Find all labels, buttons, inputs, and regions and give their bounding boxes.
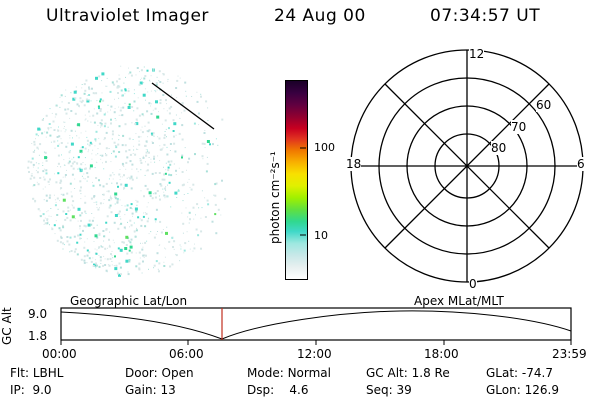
mlt-label-12: 12 [469,47,485,61]
glon-info: GLon: 126.9 [486,383,559,397]
time-label: 07:34:57 UT [430,6,541,26]
instrument-title: Ultraviolet Imager [46,6,209,26]
time-tick-1200: 12:00 [297,347,332,361]
colorbar-unit-label: photon cm⁻²s⁻¹ [268,151,282,244]
glat-value: -74.7 [521,366,553,380]
mlat-label-70: 70 [511,120,527,134]
uv-image-geographic [27,65,227,277]
polar-grid [350,49,584,283]
glat-info: GLat: -74.7 [486,366,553,380]
colorbar-tick-100: 100 [314,141,335,154]
altitude-curve [60,310,572,340]
time-tick-0000: 00:00 [42,347,77,361]
ip-value: 9.0 [32,383,52,397]
polar-diagonal-2 [384,83,550,249]
mlt-label-6: 6 [577,157,585,171]
dsp-info: Dsp: 4.6 [247,383,309,397]
colorbar-ticks [300,147,306,236]
filter-info: Flt: LBHL [10,366,64,380]
colorbar [285,80,308,280]
mode-value: Normal [287,366,331,380]
mlat-label-60: 60 [536,98,552,112]
sun-direction-line [151,82,215,130]
altitude-label-bottom: 1.8 [28,329,48,343]
altitude-plot-frame [60,307,572,341]
time-tick-2359: 23:59 [552,347,587,361]
dsp-value: 4.6 [289,383,309,397]
time-tick-0600: 06:00 [169,347,204,361]
apex-panel-title: Apex MLat/MLT [414,294,504,308]
altitude-axis-title: GC Alt [0,307,14,345]
door-info: Door: Open [125,366,194,380]
gain-value: 13 [160,383,176,397]
gc-alt-info: GC Alt: 1.8 Re [366,366,450,380]
date-label: 24 Aug 00 [274,6,366,26]
mlt-label-0: 0 [469,277,477,291]
uv-image-pixels [27,65,227,277]
geographic-panel-title: Geographic Lat/Lon [70,294,188,308]
seq-value: 39 [396,383,412,397]
glon-value: 126.9 [524,383,559,397]
mlat-label-80: 80 [491,141,507,155]
door-value: Open [161,366,194,380]
altitude-plot [60,307,572,345]
gain-info: Gain: 13 [125,383,176,397]
mode-info: Mode: Normal [247,366,331,380]
altitude-label-top: 9.0 [28,307,48,321]
gc-alt-value: 1.8 Re [411,366,450,380]
filter-value: LBHL [32,366,64,380]
mlt-label-18: 18 [346,157,362,171]
colorbar-tick-10: 10 [314,229,328,242]
seq-info: Seq: 39 [366,383,412,397]
time-tick-1800: 18:00 [424,347,459,361]
ip-info: IP: 9.0 [10,383,52,397]
